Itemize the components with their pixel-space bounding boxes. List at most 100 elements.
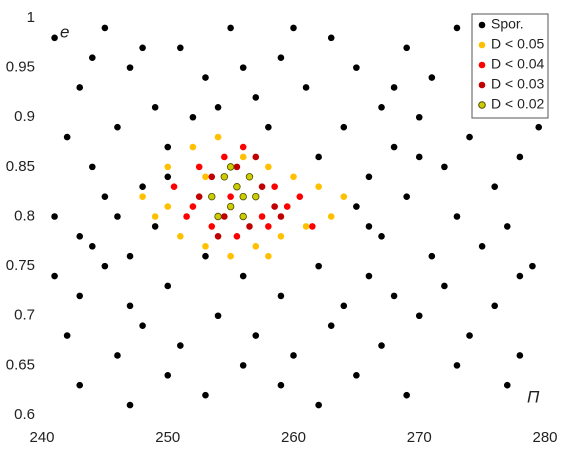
y-tick-label: 0.7 <box>14 307 35 324</box>
point <box>315 183 322 191</box>
point <box>214 104 222 111</box>
y-tick-label: 0.6 <box>14 406 35 423</box>
point <box>114 352 121 359</box>
point <box>214 312 222 320</box>
y-axis-label: e <box>60 22 69 41</box>
point <box>340 302 348 310</box>
point <box>403 391 410 399</box>
legend: Spor. D < 0.05 D < 0.04 D < 0.03 D < 0.02 <box>471 13 549 119</box>
point <box>252 242 260 250</box>
point <box>89 54 96 61</box>
point <box>51 34 58 42</box>
point <box>302 223 310 230</box>
point <box>227 24 234 32</box>
point <box>315 401 322 409</box>
point <box>252 332 260 339</box>
point <box>139 44 146 52</box>
legend-label: D < 0.05 <box>491 36 545 52</box>
point <box>315 153 322 161</box>
point <box>189 143 197 151</box>
point <box>233 233 241 240</box>
point <box>177 233 184 240</box>
point <box>258 213 266 220</box>
point <box>233 163 241 171</box>
point <box>227 252 234 260</box>
point <box>233 183 241 191</box>
point <box>491 302 499 310</box>
point <box>214 233 222 240</box>
point <box>214 133 222 141</box>
point <box>226 202 235 211</box>
point <box>390 292 398 300</box>
point <box>327 322 335 329</box>
point <box>390 143 398 151</box>
point <box>114 123 121 131</box>
point <box>139 322 146 329</box>
point <box>245 173 254 181</box>
point <box>378 233 385 240</box>
point <box>239 212 247 221</box>
point <box>170 183 178 191</box>
point <box>252 192 260 201</box>
point <box>164 203 172 210</box>
point <box>239 272 247 280</box>
point <box>202 391 209 399</box>
point <box>290 173 297 181</box>
point <box>177 342 184 349</box>
point <box>353 203 360 210</box>
point <box>239 64 247 71</box>
point <box>516 352 524 359</box>
point <box>214 212 222 221</box>
point <box>265 223 272 230</box>
point <box>503 381 511 389</box>
point <box>151 223 159 230</box>
point <box>208 223 216 230</box>
point <box>315 262 322 270</box>
point <box>378 342 385 349</box>
point <box>365 272 373 280</box>
point <box>516 272 524 280</box>
point <box>151 213 159 220</box>
point <box>265 123 272 131</box>
point <box>202 252 209 260</box>
y-tick-label: 0.9 <box>14 108 35 125</box>
legend-label: D < 0.02 <box>491 96 545 112</box>
point <box>340 193 348 200</box>
point <box>239 153 247 161</box>
point <box>227 193 234 200</box>
point <box>478 242 486 250</box>
point <box>277 381 285 389</box>
x-tick-label: 260 <box>281 429 306 446</box>
point <box>220 173 229 181</box>
point <box>415 312 423 320</box>
x-tick-label: 240 <box>29 429 54 446</box>
legend-label: D < 0.03 <box>491 76 545 92</box>
point <box>221 213 228 220</box>
point <box>365 173 373 181</box>
point <box>226 163 235 171</box>
y-tick-label: 1 <box>27 9 35 26</box>
point <box>89 242 96 250</box>
point <box>428 74 436 81</box>
point <box>353 372 360 379</box>
x-tick-label: 270 <box>407 429 432 446</box>
point <box>164 173 172 181</box>
point <box>164 372 172 379</box>
point <box>403 44 410 52</box>
point <box>265 163 272 171</box>
point <box>290 24 297 32</box>
point <box>239 362 247 369</box>
point <box>189 203 197 210</box>
plot-area <box>51 24 543 409</box>
point <box>265 252 272 260</box>
point <box>453 362 461 369</box>
point <box>516 153 524 161</box>
point <box>177 44 184 52</box>
point <box>466 133 473 141</box>
point <box>202 74 209 81</box>
point <box>195 193 203 200</box>
y-tick-label: 0.75 <box>6 257 35 274</box>
point <box>453 24 461 32</box>
point <box>51 272 58 280</box>
point <box>139 183 146 191</box>
